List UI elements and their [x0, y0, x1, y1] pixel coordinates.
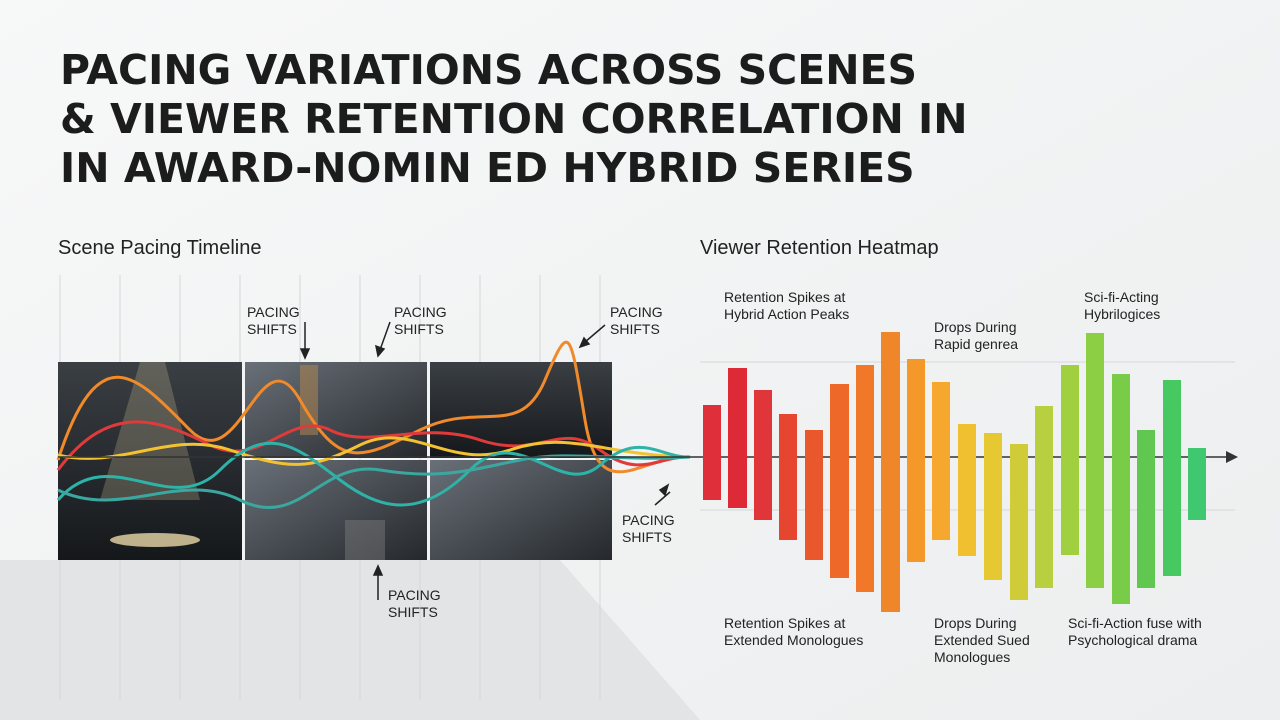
- annotation: Sci-fi-Action fuse with: [1068, 615, 1202, 631]
- annotation: SHIFTS: [610, 321, 660, 337]
- title-line: PACING VARIATIONS ACROSS SCENES: [60, 46, 917, 94]
- annotation: Retention Spikes at: [724, 615, 846, 631]
- annotation: Sci-fi-Acting: [1084, 289, 1159, 305]
- annotation: Monologues: [934, 649, 1010, 665]
- title-line: & VIEWER RETENTION CORRELATION IN: [60, 95, 968, 143]
- annotation: Hybrid Action Peaks: [724, 306, 849, 322]
- annotation: Psychological drama: [1068, 632, 1197, 648]
- annotation: Drops During: [934, 319, 1016, 335]
- annotation: Rapid genrea: [934, 336, 1018, 352]
- annotation: SHIFTS: [622, 529, 672, 545]
- annotation-arrows: [299, 321, 671, 600]
- title: PACING VARIATIONS ACROSS SCENES & VIEWER…: [60, 46, 968, 192]
- scene-images: [58, 362, 612, 560]
- annotation: SHIFTS: [394, 321, 444, 337]
- section-heading: Viewer Retention Heatmap: [700, 237, 939, 259]
- annotation: Retention Spikes at: [724, 289, 846, 305]
- annotation: Extended Monologues: [724, 632, 863, 648]
- annotation: Hybrilogices: [1084, 306, 1160, 322]
- retention-bars: [703, 332, 1206, 612]
- annotation: Extended Sued: [934, 632, 1030, 648]
- annotation: SHIFTS: [247, 321, 297, 337]
- shade: [0, 560, 700, 720]
- annotation: PACING: [388, 587, 441, 603]
- title-line: IN AWARD-NOMIN ED HYBRID SERIES: [60, 144, 915, 192]
- axis-arrow: [58, 451, 1238, 463]
- annotation: PACING: [622, 512, 675, 528]
- annotation: PACING: [247, 304, 300, 320]
- annotation: PACING: [610, 304, 663, 320]
- pacing-waves: [56, 340, 691, 509]
- annotation: Drops During: [934, 615, 1016, 631]
- annotation: PACING: [394, 304, 447, 320]
- section-heading: Scene Pacing Timeline: [58, 237, 261, 259]
- annotation: SHIFTS: [388, 604, 438, 620]
